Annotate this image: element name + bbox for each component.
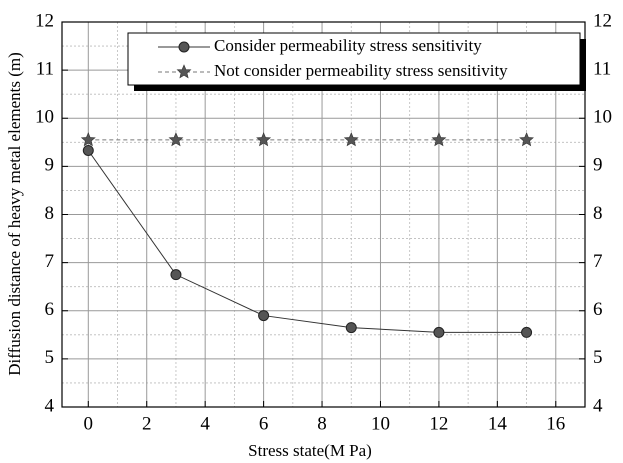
y-tick-label: 9 xyxy=(45,155,55,176)
y2-tick-label: 11 xyxy=(593,58,611,79)
y-tick-label: 10 xyxy=(35,107,54,128)
x-tick-label: 8 xyxy=(317,413,327,434)
circle-marker xyxy=(521,326,533,338)
y2-tick-label: 4 xyxy=(593,395,603,416)
star-marker xyxy=(80,132,96,147)
plot-frame xyxy=(61,21,586,408)
circle-marker xyxy=(170,269,182,281)
y-axis-label: Diffusion distance of heavy metal elemen… xyxy=(5,52,24,376)
circle-marker xyxy=(258,310,270,322)
circle-marker xyxy=(433,326,445,338)
legend-label: Consider permeability stress sensitivity xyxy=(214,36,482,55)
y-tick-label: 8 xyxy=(45,203,55,224)
x-tick-label: 16 xyxy=(546,413,565,434)
y-tick-label: 11 xyxy=(36,58,54,79)
circle-marker xyxy=(82,144,94,156)
legend-box xyxy=(127,32,581,86)
x-axis-label: Stress state(M Pa) xyxy=(248,441,372,460)
x-tick-label: 6 xyxy=(259,413,269,434)
x-tick-label: 2 xyxy=(142,413,152,434)
y-tick-label: 7 xyxy=(45,251,55,272)
y2-tick-label: 6 xyxy=(593,299,603,320)
x-tick-label: 14 xyxy=(488,413,508,434)
star-marker xyxy=(431,132,447,147)
y2-tick-label: 7 xyxy=(593,251,603,272)
x-tick-label: 4 xyxy=(200,413,210,434)
y2-tick-label: 10 xyxy=(593,107,612,128)
y2-tick-label: 12 xyxy=(593,10,612,31)
x-tick-label: 12 xyxy=(429,413,448,434)
legend-label: Not consider permeability stress sensiti… xyxy=(214,61,508,80)
x-tick-label: 10 xyxy=(371,413,390,434)
y2-tick-label: 8 xyxy=(593,203,603,224)
circle-marker xyxy=(345,322,357,334)
legend-marker xyxy=(178,41,190,53)
y2-tick-label: 5 xyxy=(593,347,603,368)
y-tick-label: 4 xyxy=(45,395,55,416)
y2-tick-label: 9 xyxy=(593,155,603,176)
y-tick-label: 6 xyxy=(45,299,55,320)
star-marker xyxy=(168,132,184,147)
x-tick-label: 0 xyxy=(84,413,94,434)
legend: Consider permeability stress sensitivity… xyxy=(127,32,586,91)
star-marker xyxy=(343,132,359,147)
star-marker xyxy=(519,132,534,147)
series-line xyxy=(87,150,527,333)
legend-marker xyxy=(176,64,192,79)
y-tick-label: 5 xyxy=(45,347,55,368)
star-marker xyxy=(256,132,272,147)
y-tick-label: 12 xyxy=(35,10,54,31)
